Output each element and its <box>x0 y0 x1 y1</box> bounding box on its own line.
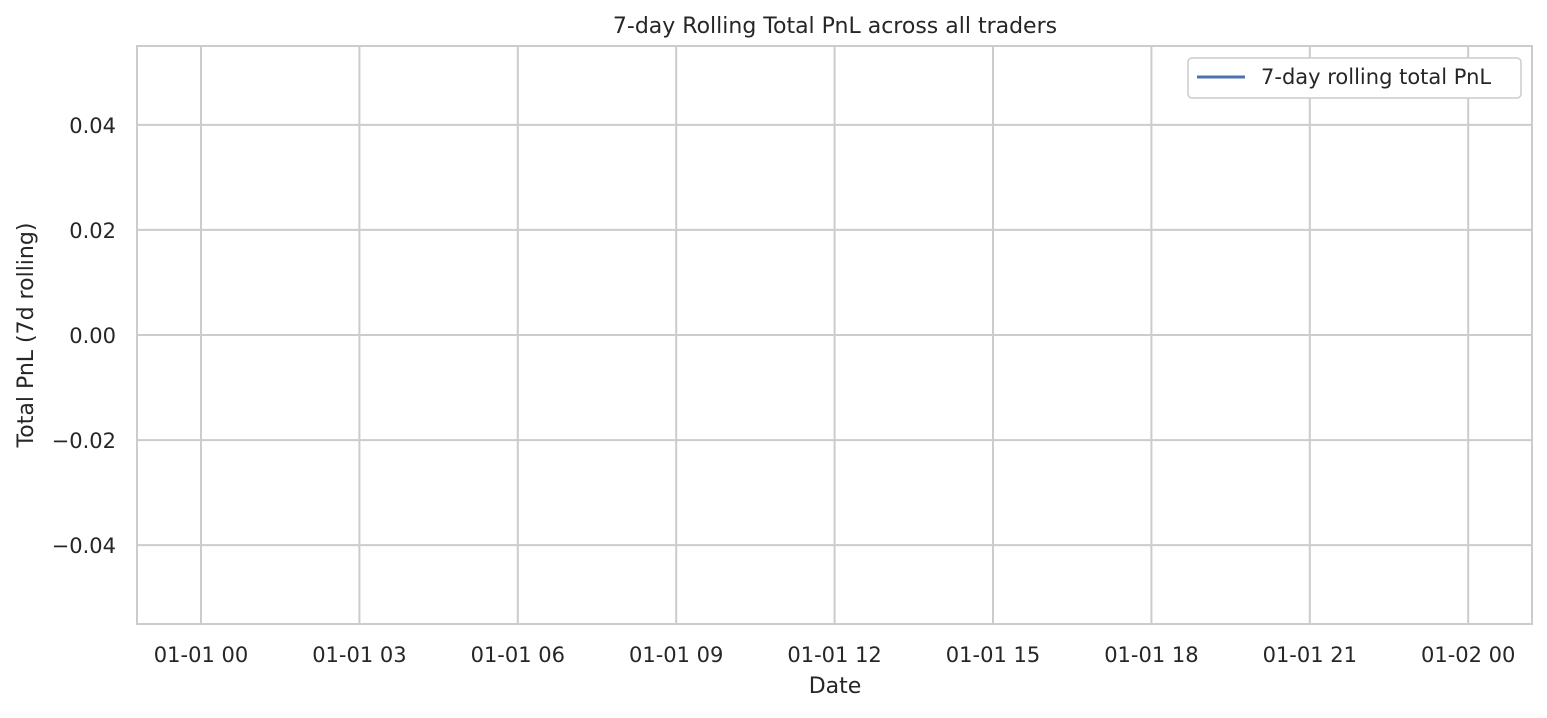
grid <box>137 46 1532 624</box>
y-tick-label: −0.02 <box>52 429 116 453</box>
y-tick-label: −0.04 <box>52 534 116 558</box>
x-tick-label: 01-01 09 <box>629 643 723 667</box>
x-tick-label: 01-02 00 <box>1421 643 1515 667</box>
x-tick-label: 01-01 00 <box>154 643 248 667</box>
x-axis-ticks: 01-01 00 01-01 03 01-01 06 01-01 09 01-01 12… <box>154 643 1516 667</box>
x-tick-label: 01-01 21 <box>1263 643 1357 667</box>
y-tick-label: 0.04 <box>69 114 116 138</box>
x-tick-label: 01-01 03 <box>312 643 406 667</box>
legend-box <box>1187 57 1522 99</box>
chart-title: 7-day Rolling Total PnL across all trade… <box>613 14 1057 39</box>
legend-label: 7-day rolling total PnL <box>1261 65 1491 89</box>
y-axis-ticks: 0.04 0.02 0.00 −0.02 −0.04 <box>52 114 116 558</box>
x-tick-label: 01-01 12 <box>787 643 881 667</box>
x-axis-label: Date <box>809 674 862 699</box>
x-tick-label: 01-01 15 <box>946 643 1040 667</box>
plot-frame <box>136 45 1533 625</box>
x-tick-label: 01-01 06 <box>471 643 565 667</box>
y-tick-label: 0.00 <box>69 324 116 348</box>
legend: 7-day rolling total PnL <box>1187 57 1522 99</box>
y-tick-label: 0.02 <box>69 219 116 243</box>
x-tick-label: 01-01 18 <box>1104 643 1198 667</box>
y-axis-label: Total PnL (7d rolling) <box>14 223 39 449</box>
